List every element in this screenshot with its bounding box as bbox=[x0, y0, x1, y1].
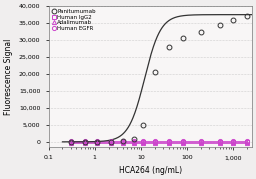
Adalimumab bbox=[167, 141, 170, 144]
Human EGFR bbox=[95, 140, 98, 142]
Human IgG2 bbox=[69, 141, 72, 143]
Line: Human IgG2: Human IgG2 bbox=[69, 140, 249, 144]
Human IgG2 bbox=[232, 141, 235, 143]
Human EGFR bbox=[153, 140, 156, 142]
Adalimumab bbox=[95, 141, 98, 144]
Adalimumab bbox=[69, 141, 72, 144]
Human EGFR bbox=[246, 140, 249, 142]
Human IgG2 bbox=[121, 141, 124, 143]
Y-axis label: Fluorescence Signal: Fluorescence Signal bbox=[4, 38, 13, 115]
Human IgG2 bbox=[218, 141, 221, 143]
Panitumumab bbox=[232, 19, 235, 21]
Panitumumab bbox=[69, 141, 72, 143]
Human IgG2 bbox=[109, 141, 112, 143]
Human EGFR bbox=[167, 140, 170, 142]
Human EGFR bbox=[121, 140, 124, 142]
Human EGFR bbox=[218, 140, 221, 142]
Panitumumab bbox=[83, 141, 86, 143]
Panitumumab bbox=[132, 138, 135, 140]
Panitumumab bbox=[153, 71, 156, 73]
Adalimumab bbox=[181, 141, 184, 144]
Human EGFR bbox=[141, 140, 144, 142]
Adalimumab bbox=[232, 141, 235, 144]
Panitumumab bbox=[95, 141, 98, 143]
Panitumumab bbox=[200, 31, 203, 33]
Panitumumab bbox=[218, 24, 221, 26]
Human IgG2 bbox=[167, 141, 170, 143]
Panitumumab bbox=[167, 46, 170, 48]
Human EGFR bbox=[69, 140, 72, 142]
Human IgG2 bbox=[246, 141, 249, 143]
Adalimumab bbox=[218, 141, 221, 144]
Panitumumab bbox=[109, 141, 112, 143]
Line: Adalimumab: Adalimumab bbox=[69, 141, 249, 145]
Human IgG2 bbox=[83, 141, 86, 143]
Human IgG2 bbox=[132, 141, 135, 143]
Human EGFR bbox=[109, 140, 112, 142]
Adalimumab bbox=[83, 141, 86, 144]
Human EGFR bbox=[200, 140, 203, 142]
Human IgG2 bbox=[95, 141, 98, 143]
Adalimumab bbox=[109, 141, 112, 144]
Human IgG2 bbox=[200, 141, 203, 143]
Adalimumab bbox=[132, 141, 135, 144]
Panitumumab bbox=[246, 15, 249, 17]
Adalimumab bbox=[200, 141, 203, 144]
Human EGFR bbox=[232, 140, 235, 142]
Panitumumab bbox=[141, 124, 144, 126]
Human IgG2 bbox=[141, 141, 144, 143]
Adalimumab bbox=[246, 141, 249, 144]
Adalimumab bbox=[141, 141, 144, 144]
Line: Panitumumab: Panitumumab bbox=[68, 14, 250, 145]
Adalimumab bbox=[153, 141, 156, 144]
Human EGFR bbox=[83, 140, 86, 142]
Panitumumab bbox=[121, 140, 124, 142]
Human EGFR bbox=[132, 140, 135, 142]
Adalimumab bbox=[121, 141, 124, 144]
Human IgG2 bbox=[153, 141, 156, 143]
Human EGFR bbox=[181, 140, 184, 142]
X-axis label: HCA264 (ng/mL): HCA264 (ng/mL) bbox=[119, 166, 182, 175]
Line: Human EGFR: Human EGFR bbox=[69, 139, 249, 143]
Panitumumab bbox=[181, 37, 184, 39]
Human IgG2 bbox=[181, 141, 184, 143]
Legend: Panitumumab, Human IgG2, Adalimumab, Human EGFR: Panitumumab, Human IgG2, Adalimumab, Hum… bbox=[50, 8, 97, 32]
